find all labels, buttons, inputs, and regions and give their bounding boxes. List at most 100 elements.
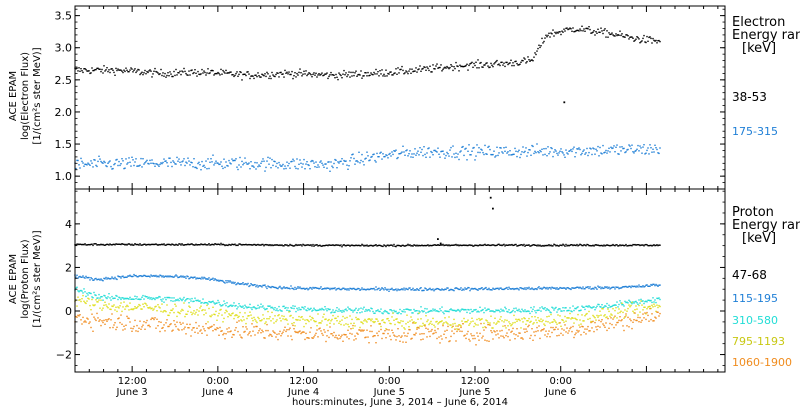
data-point	[601, 286, 603, 289]
data-point	[637, 314, 639, 316]
data-point	[611, 286, 613, 289]
data-point	[171, 165, 173, 168]
data-point	[96, 279, 98, 281]
data-point	[210, 244, 212, 246]
data-point	[302, 243, 304, 246]
data-point	[229, 244, 231, 246]
data-point	[322, 288, 324, 290]
data-point	[541, 245, 543, 247]
data-point	[199, 73, 201, 76]
data-point	[130, 298, 132, 300]
data-point	[320, 322, 322, 324]
data-point	[392, 332, 394, 334]
data-point	[495, 309, 497, 311]
data-point	[93, 291, 95, 294]
data-point	[541, 288, 543, 290]
data-point	[110, 299, 112, 301]
data-point	[507, 151, 509, 153]
data-point	[488, 308, 490, 310]
data-point	[271, 71, 273, 74]
data-point	[614, 304, 616, 306]
data-point	[531, 59, 533, 61]
data-point	[131, 156, 133, 158]
data-point	[470, 333, 472, 335]
data-point	[292, 158, 294, 160]
data-point	[558, 308, 560, 310]
data-point	[378, 156, 380, 158]
data-point	[264, 322, 266, 325]
data-point	[444, 66, 446, 68]
data-point	[454, 287, 456, 290]
data-point	[330, 312, 332, 314]
data-point	[341, 288, 343, 290]
data-point	[162, 326, 164, 329]
data-point	[602, 287, 604, 290]
data-point	[207, 321, 209, 323]
data-point	[544, 307, 546, 309]
data-point	[491, 244, 493, 246]
data-point	[121, 275, 123, 278]
data-point	[637, 36, 639, 39]
data-point	[344, 160, 346, 162]
data-point	[642, 313, 644, 315]
data-point	[510, 311, 512, 314]
data-point	[164, 296, 166, 299]
data-point	[343, 159, 345, 162]
data-point	[89, 279, 91, 281]
data-point	[165, 310, 167, 313]
data-point	[290, 306, 292, 309]
data-point	[540, 310, 542, 312]
data-point	[284, 244, 286, 246]
data-point	[393, 150, 395, 152]
data-point	[444, 244, 446, 246]
data-point	[140, 72, 142, 75]
data-point	[131, 308, 133, 310]
data-point	[79, 275, 81, 278]
data-point	[639, 145, 641, 147]
data-point	[377, 334, 379, 337]
data-point	[459, 244, 461, 246]
data-point	[508, 329, 510, 331]
data-point	[361, 243, 363, 246]
data-point	[248, 243, 250, 246]
data-point	[187, 74, 189, 76]
data-point	[248, 162, 250, 164]
data-point	[387, 244, 389, 246]
data-point	[629, 285, 631, 288]
data-point	[379, 310, 381, 313]
data-point	[362, 75, 364, 77]
data-point	[333, 287, 335, 290]
data-point	[391, 329, 393, 331]
data-point	[438, 310, 440, 313]
data-point	[562, 334, 564, 336]
data-point	[222, 69, 224, 72]
data-point	[382, 312, 384, 315]
data-point	[640, 244, 642, 246]
data-point	[192, 312, 194, 314]
data-point	[543, 286, 545, 288]
data-point	[451, 65, 453, 67]
data-point	[433, 290, 435, 292]
data-point	[358, 151, 360, 153]
data-point	[99, 307, 101, 309]
data-point	[397, 321, 399, 323]
data-point	[173, 320, 175, 322]
data-point	[362, 244, 364, 246]
data-point	[450, 324, 452, 326]
data-point	[393, 72, 395, 75]
data-point	[91, 162, 93, 164]
data-point	[196, 75, 198, 77]
data-point	[423, 66, 425, 68]
data-point	[340, 323, 342, 326]
data-point	[201, 243, 203, 246]
data-point	[356, 160, 358, 162]
data-point	[513, 314, 515, 317]
data-point	[583, 306, 585, 308]
data-point	[475, 155, 477, 157]
data-point	[464, 321, 466, 323]
data-point	[561, 319, 563, 321]
data-point	[184, 275, 186, 278]
data-point	[442, 150, 444, 152]
data-point	[311, 76, 313, 78]
data-point	[274, 286, 276, 289]
